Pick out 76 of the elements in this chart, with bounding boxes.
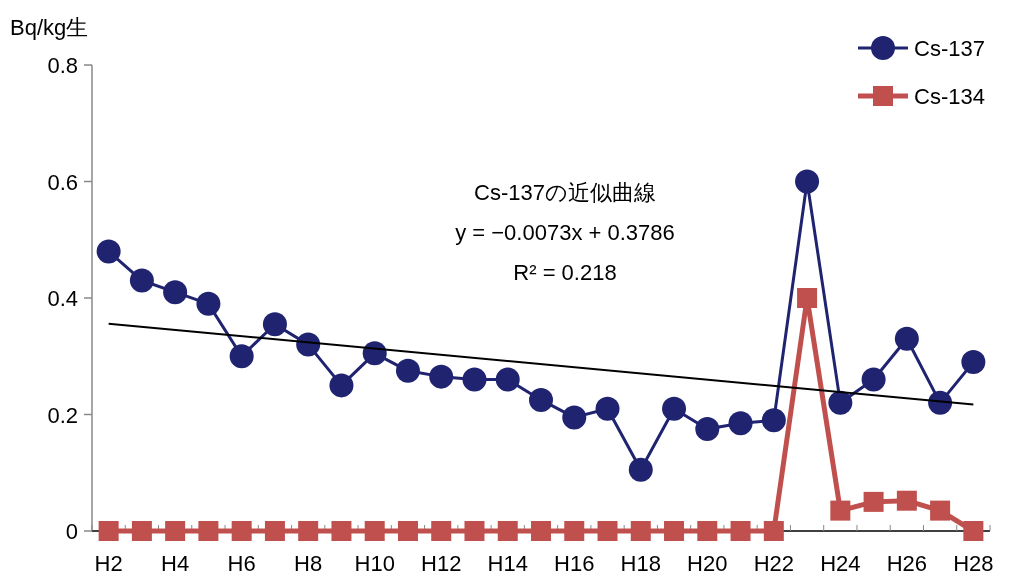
annotation: Cs-137の近似曲線 (474, 180, 656, 205)
point (264, 521, 285, 541)
point (331, 521, 352, 541)
point (429, 364, 454, 389)
point (630, 521, 651, 541)
point (163, 280, 188, 305)
point (896, 490, 917, 511)
legend-label: Cs-134 (914, 84, 985, 109)
x-tick-label: H26 (886, 551, 928, 576)
point (961, 350, 986, 375)
y-tick-label: 0.6 (47, 169, 78, 195)
point (96, 239, 121, 264)
point (464, 521, 485, 541)
y-tick-label: 0.4 (47, 286, 78, 311)
point (431, 521, 452, 541)
point (628, 457, 653, 482)
point (664, 521, 685, 541)
x-tick-label: H14 (487, 551, 528, 576)
point (763, 521, 784, 541)
point (695, 417, 720, 442)
point (495, 367, 520, 392)
point (662, 396, 687, 421)
point (129, 268, 154, 293)
point (198, 521, 219, 541)
x-tick-label: H24 (820, 551, 861, 576)
point (395, 358, 420, 383)
point (364, 521, 385, 541)
x-tick-label: H6 (227, 551, 256, 576)
point (564, 521, 585, 541)
point (963, 521, 984, 541)
x-tick-label: H10 (354, 551, 395, 576)
x-tick-label: H20 (687, 551, 728, 576)
point (828, 390, 853, 415)
y-tick-label: 0.8 (47, 53, 78, 78)
point (597, 521, 618, 541)
x-tick-label: H8 (294, 551, 323, 576)
y-axis-title: Bq/kg生 (10, 15, 89, 40)
point (728, 411, 753, 436)
point (531, 521, 551, 541)
point (165, 521, 186, 541)
x-tick-label: H28 (953, 551, 994, 576)
x-tick-label: H22 (753, 551, 794, 576)
point (761, 408, 786, 433)
y-tick-label: 0 (65, 519, 78, 544)
point (797, 288, 818, 308)
point (262, 312, 287, 337)
point (397, 521, 418, 541)
point (231, 521, 252, 541)
x-tick-label: H12 (421, 551, 462, 576)
x-tick-label: H2 (94, 551, 123, 576)
point (229, 344, 254, 369)
y-tick-label: 0.2 (47, 402, 78, 428)
point (595, 396, 620, 421)
point (795, 169, 820, 194)
point (930, 500, 951, 521)
x-tick-label: H18 (620, 551, 661, 576)
annotation: R² = 0.218 (513, 260, 617, 285)
point (196, 291, 221, 316)
point (462, 367, 487, 392)
x-tick-label: H4 (161, 551, 190, 576)
point (497, 521, 518, 541)
point (98, 521, 119, 541)
point (861, 367, 886, 392)
x-tick-label: H16 (554, 551, 595, 576)
point (529, 387, 553, 412)
annotation: y = −0.0073x + 0.3786 (455, 220, 675, 245)
point (730, 521, 751, 541)
legend-label: Cs-137 (914, 36, 985, 61)
point (329, 373, 354, 398)
point (131, 521, 152, 541)
point (894, 326, 919, 351)
point (298, 521, 319, 541)
point (562, 405, 587, 430)
point (830, 500, 851, 521)
point (697, 521, 718, 541)
point (863, 491, 884, 512)
